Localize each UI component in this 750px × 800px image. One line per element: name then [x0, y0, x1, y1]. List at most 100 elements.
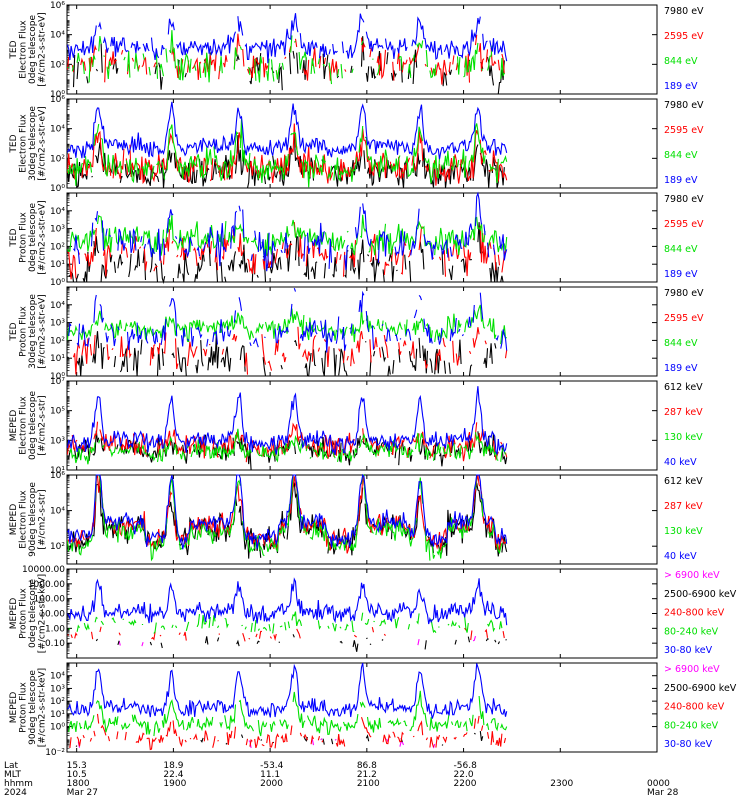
y-axis-label-line: TED [9, 322, 19, 341]
y-tick-label: 10⁴ [50, 207, 65, 217]
y-axis-label: TEDProton Flux0deg telescope[#/cm2-s-str… [9, 200, 48, 275]
series-line [66, 119, 508, 188]
y-tick-label: 10⁵ [50, 407, 65, 417]
legend-entry: 844 eV [664, 244, 698, 255]
y-axis-label-line: [#/cm2-s-str-eV] [38, 294, 48, 369]
y-axis-label-line: TED [9, 40, 19, 59]
y-axis-label-line: [#/cm2-s-str-eV] [38, 106, 48, 181]
y-axis-label-line: 90deg telescope [28, 482, 38, 557]
y-tick-label: 10000.00 [22, 565, 65, 575]
y-axis-label-line: [#/cm2-s-str-keV] [38, 668, 48, 747]
footer-value: Mar 27 [67, 788, 98, 798]
y-axis-label-line: [#/cm2-s-str] [38, 489, 48, 549]
y-axis-label-line: MEPED [9, 504, 19, 536]
legend-entry: 612 keV [664, 382, 703, 393]
footer-value: 18.9 [163, 761, 183, 771]
plot-frame [66, 192, 658, 283]
y-tick-label: 10¹ [50, 466, 65, 476]
footer-value: -53.4 [260, 761, 284, 771]
footer-value: -56.8 [454, 761, 478, 771]
x-tick-label: 2100 [357, 779, 380, 789]
footer-value: 22.0 [454, 770, 474, 780]
legend-entry: 7980 eV [664, 6, 704, 17]
plot-frame [66, 286, 658, 377]
y-axis-label: TEDElectron Flux30deg telescope[#/cm2-s-… [9, 106, 48, 181]
y-tick-label: 10¹ [50, 354, 65, 364]
y-axis-label-line: 30deg telescope [28, 106, 38, 181]
y-tick-label: 100.00 [34, 595, 66, 605]
legend-entry: 7980 eV [664, 100, 704, 111]
y-tick-label: 10² [50, 697, 65, 707]
footer-value: 10.5 [67, 770, 87, 780]
legend-entry: 40 keV [664, 457, 697, 468]
y-tick-label: 0.10 [45, 639, 65, 649]
y-tick-label: 10³ [50, 225, 65, 235]
y-tick-label: 1000.00 [28, 580, 65, 590]
y-axis-label-line: Proton Flux [19, 212, 29, 263]
series-line [66, 13, 508, 64]
legend-entry: 130 keV [664, 526, 703, 537]
y-tick-label: 10⁴ [50, 31, 65, 41]
y-tick-label: 10⁰ [50, 723, 65, 733]
series-line [68, 627, 507, 642]
legend-entry: 7980 eV [664, 194, 704, 205]
y-axis-label-line: 0deg telescope [28, 203, 38, 273]
legend-entry: 80-240 keV [664, 720, 719, 731]
legend-entry: 189 eV [664, 175, 698, 186]
y-axis-label-line: Proton Flux [19, 682, 29, 733]
legend-entry: 2500-6900 keV [664, 683, 737, 694]
y-axis-label-line: Proton Flux [19, 588, 29, 639]
y-axis-label-line: Proton Flux [19, 306, 29, 357]
y-tick-label: 10⁰ [50, 278, 65, 288]
y-axis-label-line: MEPED [9, 410, 19, 442]
y-tick-label: 10⁻² [45, 748, 65, 758]
footer-value: 86.8 [357, 761, 377, 771]
plot-frame [66, 4, 658, 95]
legend-entry: 844 eV [664, 56, 698, 67]
legend-entry: 240-800 keV [664, 702, 725, 713]
series-line [68, 288, 508, 353]
x-tick-label: 2300 [550, 779, 573, 789]
footer-value: 21.2 [357, 770, 377, 780]
y-axis-label-line: [#/cm2-s-str-eV] [38, 12, 48, 87]
series-line [66, 386, 508, 456]
footer-value: 11.1 [260, 770, 280, 780]
series-line [68, 690, 508, 737]
y-tick-label: 10² [50, 60, 65, 70]
series-line [69, 612, 505, 634]
series-line [67, 577, 508, 626]
y-axis-label-line: Electron Flux [19, 490, 29, 549]
legend-entry: 2595 eV [664, 219, 704, 230]
series-line [68, 34, 507, 85]
series-line [66, 101, 508, 160]
y-tick-label: 10² [50, 154, 65, 164]
footer-row-label: Lat [4, 761, 19, 771]
y-tick-label: 10⁰ [50, 184, 65, 194]
y-tick-label: 10⁶ [50, 1, 65, 11]
y-tick-label: 10⁰ [50, 372, 65, 382]
y-tick-label: 10³ [50, 684, 65, 694]
legend-entry: 189 eV [664, 363, 698, 374]
y-tick-label: 10⁶ [50, 471, 65, 481]
plot-frame [66, 380, 658, 471]
x-tick-label: 2000 [260, 779, 283, 789]
y-axis-label-line: [#/cm2-s-str-eV] [38, 200, 48, 275]
y-tick-label: 10⁴ [50, 507, 65, 517]
footer-row-label: hhmm [4, 779, 33, 789]
y-axis-label: MEPEDProton Flux0deg telescope[#/cm2-s-s… [9, 574, 48, 653]
y-axis-label-line: 0deg telescope [28, 15, 38, 85]
footer-row-label: MLT [4, 770, 22, 780]
y-tick-label: 10⁶ [50, 95, 65, 105]
x-tick-label: 1800 [67, 779, 90, 789]
legend-entry: 80-240 keV [664, 626, 719, 637]
y-axis-label: MEPEDProton Flux90deg telescope[#/cm2-s-… [9, 668, 48, 747]
legend-entry: 287 keV [664, 501, 703, 512]
y-axis-label: MEPEDElectron Flux0deg telescope[#/cm2-s… [9, 391, 48, 461]
y-axis-label-line: TED [9, 134, 19, 153]
legend-entry: 240-800 keV [664, 608, 725, 619]
y-tick-label: 10² [50, 336, 65, 346]
legend-entry: 2595 eV [664, 31, 704, 42]
